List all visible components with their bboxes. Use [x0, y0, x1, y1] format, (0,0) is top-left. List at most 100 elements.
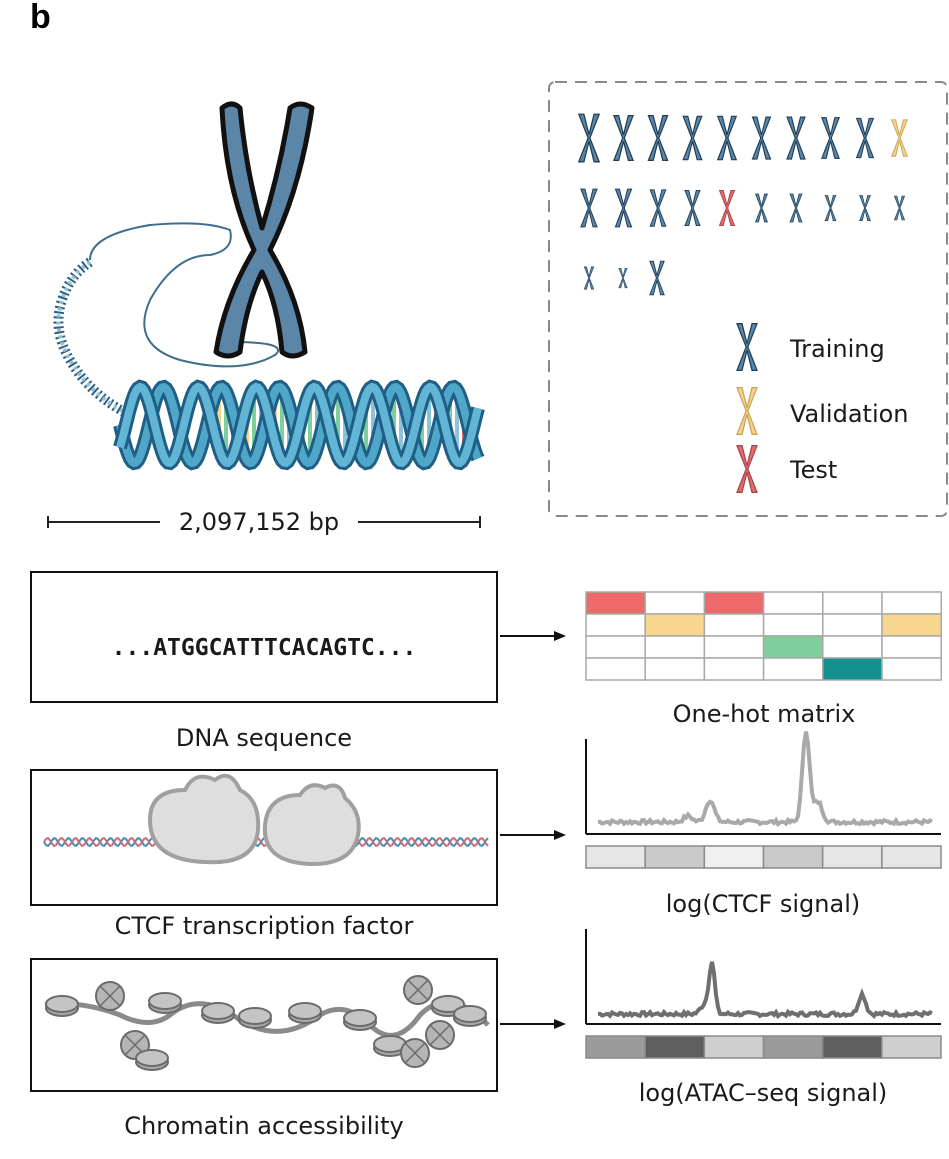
ctcf-protein-left: [147, 773, 261, 865]
nucleosome-fiber: [44, 975, 490, 1071]
dna-coiled-fiber: [53, 257, 133, 420]
legend-validation-label: Validation: [790, 400, 909, 428]
one-hot-cell: [762, 635, 824, 659]
chromosome-train: [684, 189, 701, 227]
signal-bin: [585, 845, 646, 869]
genome-window-ruler: 2,097,152 bp: [47, 508, 481, 536]
chromosome-dna-illustration: [53, 101, 485, 471]
genome-window-length: 2,097,152 bp: [179, 508, 339, 536]
one-hot-cell: [762, 657, 824, 681]
legend-test-icon: [736, 445, 758, 493]
signal-bin: [703, 845, 765, 869]
one-hot-cell: [585, 657, 646, 681]
arrow-head: [554, 1019, 566, 1029]
chromosome-train: [755, 193, 768, 223]
one-hot-cell: [822, 613, 883, 637]
dna-sequence-box: [30, 571, 498, 703]
arrow-head: [554, 631, 566, 641]
signal-bin: [881, 845, 942, 869]
chromosome-test: [718, 189, 736, 227]
one-hot-matrix: [585, 591, 942, 681]
chromosome-train: [649, 260, 665, 296]
ctcf-signal-track: [585, 731, 942, 869]
panel-label: b: [30, 0, 51, 36]
chromosome-train: [821, 117, 840, 159]
legend-training-label: Training: [789, 335, 885, 363]
chromosome-train: [580, 188, 598, 228]
signal-bin: [762, 1035, 824, 1059]
one-hot-cell: [703, 591, 765, 615]
chromosome-split-panel: Training Validation Test: [548, 81, 948, 517]
chromosome-validation: [891, 119, 908, 157]
dna-sequence-row: ...ATGGCATTTCACAGTC... DNA sequence One-…: [30, 571, 942, 752]
signal-trace: [597, 731, 933, 827]
signal-bin: [821, 845, 883, 869]
one-hot-cell: [822, 635, 883, 659]
large-chromosome: [213, 101, 315, 359]
arrow-head: [554, 830, 566, 840]
one-hot-cell: [644, 635, 706, 659]
ctcf-row: CTCF transcription factor log(CTCF signa…: [30, 731, 942, 940]
chromosome-train: [717, 115, 737, 161]
one-hot-cell: [881, 657, 942, 681]
chromosome-train: [682, 115, 703, 161]
one-hot-cell: [762, 613, 824, 637]
chromosome-train: [613, 114, 634, 162]
linker-dna: [44, 999, 490, 1038]
signal-bin: [821, 1035, 883, 1059]
chromosome-train: [856, 117, 874, 159]
legend-test-label: Test: [789, 456, 837, 484]
one-hot-cell: [585, 635, 646, 659]
one-hot-cell: [644, 613, 706, 637]
chromosome-train: [786, 116, 806, 160]
chromosome-train: [751, 116, 772, 160]
legend-training-icon: [736, 323, 758, 371]
chromosome-train: [789, 193, 803, 223]
dna-double-helix: [113, 379, 485, 471]
one-hot-cell: [585, 613, 646, 637]
dna-thin-strand: [89, 222, 280, 368]
ctcf-signal-caption: log(CTCF signal): [666, 890, 861, 918]
one-hot-cell: [822, 657, 883, 681]
chromosome-train: [649, 189, 667, 227]
chromosome-train: [859, 194, 871, 222]
atac-signal-track: [585, 929, 942, 1059]
chromosome-train: [894, 195, 905, 221]
one-hot-cell: [703, 635, 765, 659]
one-hot-cell: [762, 591, 824, 615]
signal-bin: [762, 845, 824, 869]
chromatin-row: Chromatin accessibility log(ATAC–seq sig…: [30, 929, 942, 1140]
chromosome-train: [618, 267, 628, 289]
one-hot-cell: [881, 613, 942, 637]
chromosome-train: [583, 266, 595, 290]
signal-bin: [881, 1035, 942, 1059]
chromatin-caption: Chromatin accessibility: [124, 1112, 403, 1140]
signal-bin: [644, 845, 706, 869]
dna-sequence-text: ...ATGGCATTTCACAGTC...: [112, 635, 417, 661]
ctcf-protein-right: [262, 783, 361, 867]
chromosome-train: [614, 188, 633, 228]
signal-bin: [703, 1035, 765, 1059]
one-hot-cell: [881, 635, 942, 659]
chromosome-grid: [578, 113, 908, 296]
signal-trace: [597, 961, 933, 1019]
split-panel-border: [548, 81, 948, 517]
atac-signal-caption: log(ATAC–seq signal): [639, 1079, 888, 1107]
one-hot-cell: [644, 591, 706, 615]
ctcf-caption: CTCF transcription factor: [115, 912, 414, 940]
one-hot-cell: [703, 657, 765, 681]
one-hot-cell: [881, 591, 942, 615]
chromosome-train: [578, 113, 600, 163]
chromosome-train: [647, 114, 669, 162]
legend-validation-icon: [736, 387, 758, 435]
chromosome-train: [824, 194, 837, 222]
signal-bin: [585, 1035, 646, 1059]
one-hot-caption: One-hot matrix: [673, 700, 856, 728]
dna-sequence-caption: DNA sequence: [176, 724, 352, 752]
one-hot-cell: [822, 591, 883, 615]
one-hot-cell: [703, 613, 765, 637]
one-hot-cell: [644, 657, 706, 681]
signal-bin: [644, 1035, 706, 1059]
one-hot-cell: [585, 591, 646, 615]
